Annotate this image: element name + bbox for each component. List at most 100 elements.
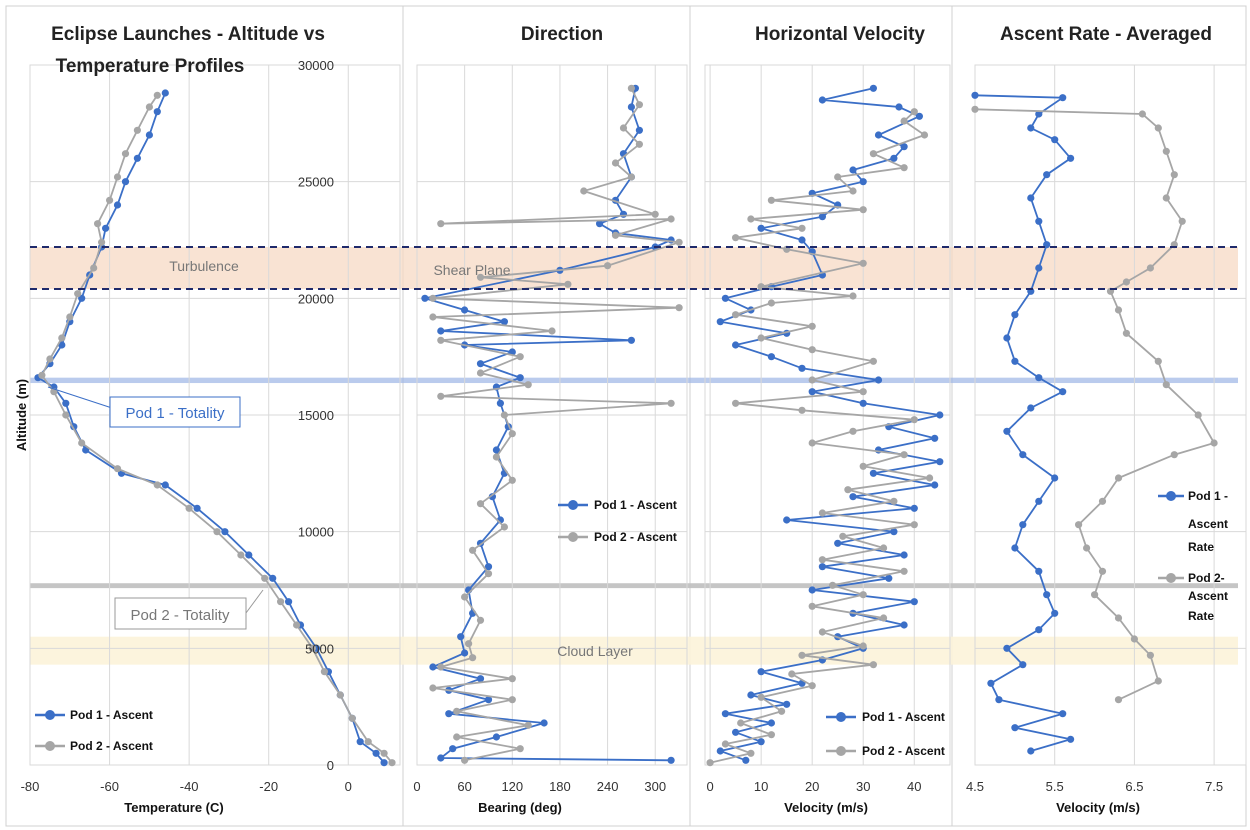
data-point-pod1	[437, 754, 445, 762]
x-tick-label: 300	[644, 779, 666, 794]
data-point-pod2	[667, 215, 675, 223]
y-tick-label: 25000	[298, 175, 334, 190]
data-point-pod2	[627, 173, 636, 181]
legend-pod1-label: Pod 1 - Ascent	[862, 710, 945, 724]
data-point-pod1	[627, 336, 636, 344]
data-point-pod1	[747, 691, 755, 699]
data-point-pod1	[910, 598, 918, 606]
data-point-pod1	[161, 89, 169, 97]
data-point-pod1	[356, 738, 364, 746]
data-point-pod1	[1035, 110, 1043, 118]
data-point-pod2	[185, 504, 193, 512]
data-point-pod1	[732, 341, 740, 349]
data-point-pod2	[859, 591, 867, 599]
data-point-pod2	[757, 334, 765, 342]
x-tick-label: 10	[754, 779, 768, 794]
data-point-pod2	[808, 439, 816, 447]
legend-pod2-marker	[45, 741, 55, 751]
legend-pod1-marker	[45, 710, 55, 720]
data-point-pod1	[1059, 710, 1067, 718]
callout-box	[109, 396, 241, 428]
data-point-pod1	[1003, 334, 1011, 342]
data-point-pod1	[1027, 404, 1035, 412]
data-point-pod2	[1170, 451, 1178, 459]
data-point-pod1	[627, 103, 636, 111]
data-point-pod2	[818, 556, 827, 564]
y-tick-label: 30000	[298, 58, 334, 73]
data-point-pod2	[1162, 381, 1170, 389]
data-point-pod1	[245, 551, 253, 559]
x-tick-label: 20	[805, 779, 819, 794]
cloud-layer-label: Cloud Layer	[557, 643, 633, 659]
callout-leader	[245, 589, 264, 614]
data-point-pod2	[808, 322, 816, 330]
data-point-pod2	[121, 150, 130, 158]
data-point-pod2	[469, 546, 477, 554]
data-point-pod1	[476, 360, 485, 368]
x-tick-label: -40	[180, 779, 199, 794]
data-point-pod1	[834, 539, 842, 547]
data-point-pod1	[931, 434, 939, 442]
x-tick-label: 40	[907, 779, 921, 794]
x-tick-label: 180	[549, 779, 571, 794]
data-point-pod2	[859, 462, 867, 470]
chart-title: Horizontal Velocity	[755, 24, 925, 45]
data-point-pod2	[1178, 217, 1186, 225]
data-point-pod1	[808, 586, 816, 594]
callout-box	[114, 597, 247, 630]
data-point-pod2	[476, 500, 485, 508]
data-point-pod2	[732, 311, 740, 319]
data-point-pod1	[596, 220, 604, 228]
data-point-pod2	[834, 173, 842, 181]
data-point-pod2	[437, 336, 445, 344]
data-point-pod2	[747, 749, 755, 757]
data-point-pod2	[1162, 147, 1170, 155]
data-point-pod1	[1035, 497, 1043, 505]
data-point-pod2	[1075, 521, 1083, 529]
data-point-pod1	[492, 733, 500, 741]
x-tick-label: 0	[413, 779, 420, 794]
x-tick-label: 30	[856, 779, 870, 794]
data-point-pod1	[818, 213, 827, 221]
data-point-pod1	[987, 679, 995, 687]
pod2-totality-line	[30, 583, 1238, 589]
data-point-pod1	[767, 353, 776, 361]
data-point-pod1	[1067, 154, 1075, 162]
data-point-pod2	[308, 644, 317, 652]
data-point-pod2	[920, 131, 929, 139]
x-tick-label: 60	[457, 779, 471, 794]
data-point-pod1	[910, 504, 918, 512]
data-point-pod2	[651, 210, 659, 218]
data-point-pod2	[524, 381, 532, 389]
y-axis-label: Altitude (m)	[14, 379, 29, 451]
data-point-pod1	[716, 747, 724, 755]
data-point-pod1	[931, 481, 939, 489]
data-point-pod2	[66, 313, 74, 321]
data-point-pod2	[1170, 171, 1178, 179]
data-point-pod1	[721, 710, 730, 718]
data-point-pod2	[910, 108, 918, 116]
data-point-pod1	[849, 166, 857, 174]
data-point-pod2	[388, 759, 396, 767]
data-point-pod1	[808, 388, 816, 396]
legend-pod2-label: Pod 2 - Ascent	[862, 744, 945, 758]
data-point-pod1	[437, 327, 445, 335]
data-point-pod2	[90, 264, 98, 272]
data-point-pod2	[611, 231, 620, 239]
data-point-pod2	[869, 150, 878, 158]
callout-leader	[47, 386, 113, 409]
x-tick-labels: -80 -60 -40 -20 0	[21, 779, 352, 794]
legend-pod1-marker	[836, 712, 846, 722]
data-point-pod2	[38, 371, 46, 379]
data-point-pod2	[1098, 567, 1107, 575]
data-point-pod2	[1146, 264, 1154, 272]
data-point-pod1	[900, 621, 908, 629]
data-point-pod1	[859, 399, 867, 407]
data-point-pod2	[46, 355, 54, 363]
data-point-pod2	[1091, 591, 1099, 599]
data-point-pod1	[1043, 591, 1051, 599]
data-point-pod2	[747, 215, 755, 223]
data-point-pod2	[808, 346, 816, 354]
data-point-pod2	[839, 532, 847, 540]
